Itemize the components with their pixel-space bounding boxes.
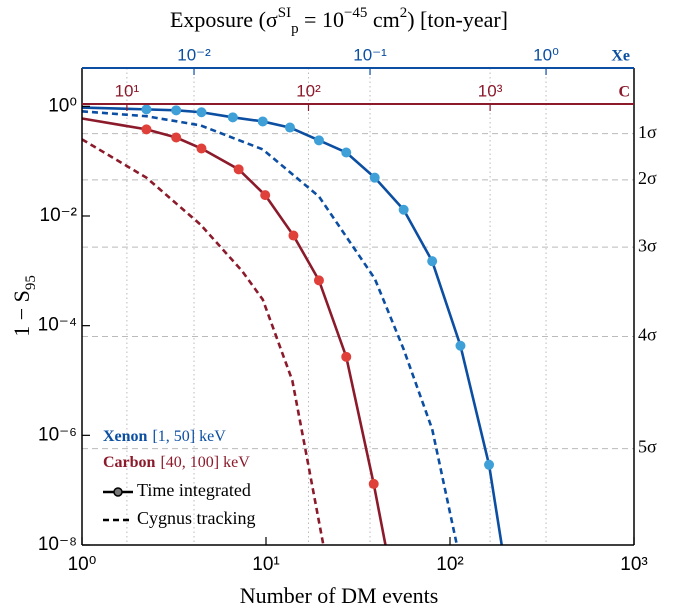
series-marker	[284, 122, 295, 133]
top-tick-label: 10³	[478, 81, 503, 100]
series-marker	[196, 107, 207, 118]
series-marker	[484, 459, 495, 470]
legend-label: Cygnus tracking	[137, 508, 256, 528]
sigma-label: 3σ	[638, 235, 657, 255]
top-axis-title-part: SI	[278, 5, 291, 21]
series-marker	[141, 104, 152, 115]
series-marker	[196, 143, 207, 154]
sigma-label: 2σ	[638, 168, 657, 188]
series-marker	[141, 124, 152, 135]
series-marker	[313, 275, 324, 286]
y-axis-title-part: 95	[23, 275, 39, 290]
top-axis-title-part: p	[291, 21, 298, 37]
top-axis-title-part: = 10	[299, 7, 344, 32]
top-tick-label: 10⁰	[533, 45, 559, 64]
series-marker	[288, 230, 299, 241]
sigma-label: 5σ	[638, 437, 657, 457]
x-axis-title: Number of DM events	[240, 583, 439, 608]
top-axis-title-part: σ	[266, 7, 278, 32]
legend-entry: Xenon [1, 50] keV	[103, 428, 226, 445]
x-tick-label: 10⁰	[68, 554, 97, 575]
top-axis-title: Exposure (σSIp = 10−45 cm2) [ton-year]	[170, 5, 508, 37]
x-tick-label: 10¹	[252, 554, 279, 575]
y-axis-title: 1 − S95	[9, 275, 39, 337]
y-tick-label: 10⁰	[48, 95, 77, 116]
series-line	[82, 110, 459, 545]
top-tick-label: 10²	[296, 81, 321, 100]
legend-entry: Carbon [40, 100] keV	[103, 454, 250, 471]
series-marker	[455, 340, 466, 351]
series-marker	[398, 204, 409, 215]
series-marker	[341, 147, 352, 158]
top-axis-title-part: cm	[367, 7, 399, 32]
series-marker	[369, 172, 380, 183]
legend-range: [1, 50] keV	[152, 428, 226, 445]
legend-name: Xenon	[103, 428, 148, 445]
legend-range: [40, 100] keV	[160, 454, 250, 471]
series-marker	[368, 478, 379, 489]
series-marker	[260, 190, 271, 201]
legend-label: Time integrated	[137, 480, 251, 500]
x-tick-label: 10³	[620, 554, 647, 575]
y-tick-label: 10⁻⁶	[38, 424, 77, 445]
legend-marker	[113, 487, 123, 497]
y-tick-label: 10⁻⁴	[38, 315, 77, 336]
top-axis-title-part: ) [ton-year]	[407, 7, 508, 32]
top-axis-title-part: −45	[344, 5, 367, 21]
series-marker	[427, 256, 438, 267]
series-marker	[257, 116, 268, 127]
legend-name: Carbon	[103, 454, 156, 471]
series-marker	[171, 132, 182, 143]
top-axis-name: C	[618, 84, 630, 101]
top-axis-title-part: Exposure (	[170, 7, 266, 32]
top-tick-label: 10¹	[115, 81, 140, 100]
series-marker	[233, 164, 244, 175]
series-marker	[313, 135, 324, 146]
sigma-label: 1σ	[638, 122, 657, 142]
y-tick-label: 10⁻⁸	[38, 534, 77, 555]
top-axis-name: Xe	[611, 48, 630, 65]
sigma-label: 4σ	[638, 325, 657, 345]
y-tick-label: 10⁻²	[40, 205, 78, 226]
series-marker	[171, 105, 182, 116]
series-marker	[227, 112, 238, 123]
top-axis-title-part: 2	[400, 5, 407, 21]
series-marker	[341, 351, 352, 362]
y-axis-title-part: 1 − S	[9, 290, 34, 337]
top-tick-label: 10⁻²	[177, 45, 211, 64]
top-tick-label: 10⁻¹	[353, 45, 387, 64]
x-tick-label: 10²	[436, 554, 463, 575]
